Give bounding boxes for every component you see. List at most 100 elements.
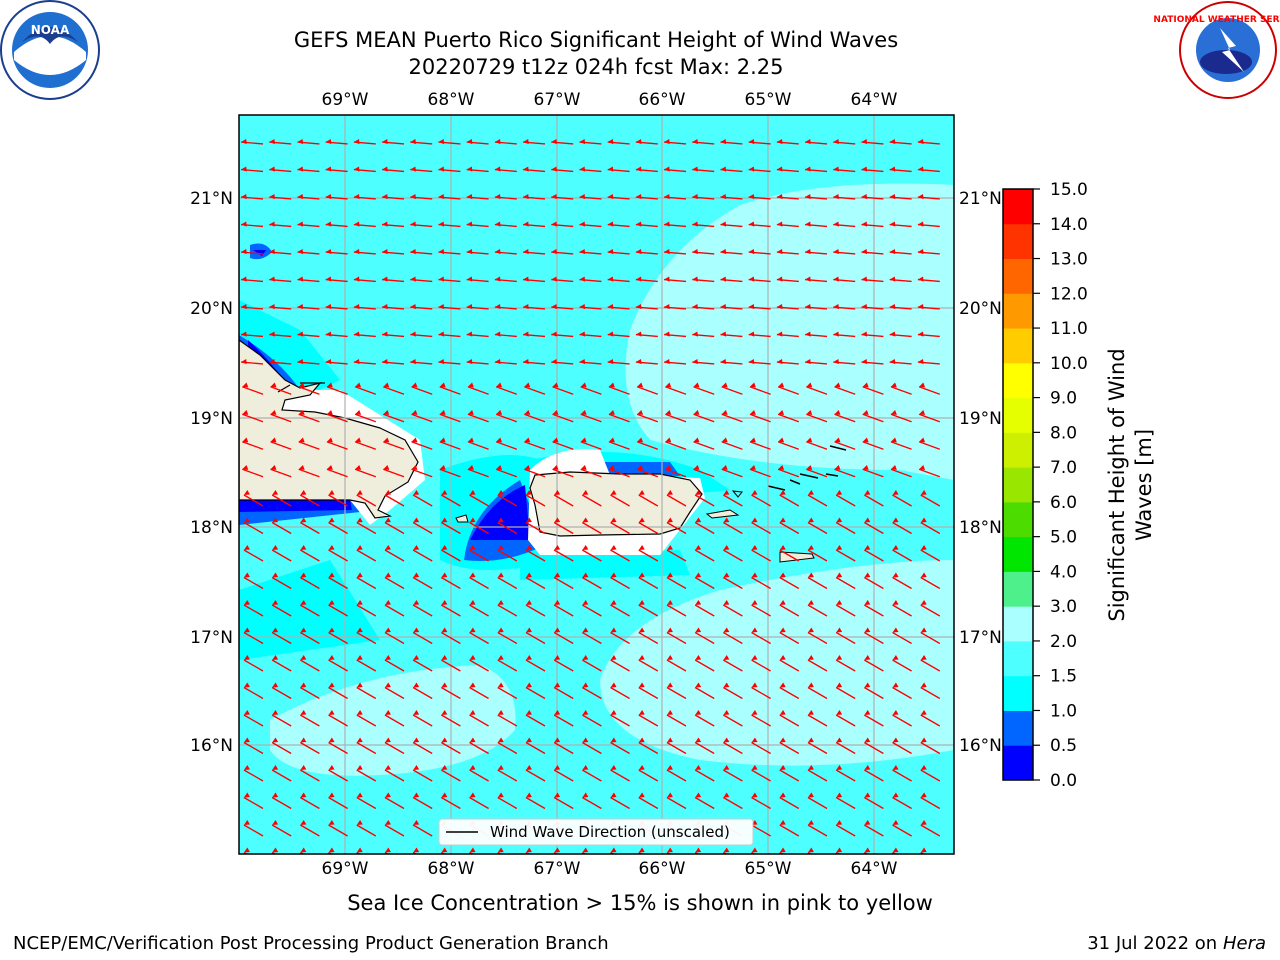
wind-arrow: [693, 464, 715, 478]
wind-arrow: [693, 409, 715, 423]
wind-arrow: [353, 276, 376, 283]
wind-arrow: [582, 545, 602, 562]
wind-arrow: [356, 765, 377, 782]
footer-date-text: 31 Jul 2022 on: [1087, 933, 1223, 954]
wind-arrow: [328, 765, 348, 782]
lat-label-right: 21°N: [959, 189, 1002, 209]
wind-arrow: [438, 276, 461, 283]
wind-arrow: [835, 490, 856, 507]
wind-arrow: [833, 193, 856, 200]
wind-arrow: [354, 382, 377, 395]
footer-branch: NCEP/EMC/Verification Post Processing Pr…: [13, 933, 609, 954]
wind-arrow: [864, 545, 884, 562]
wind-arrow: [300, 545, 320, 562]
wind-arrow: [497, 792, 518, 810]
lat-label-left: 16°N: [190, 736, 233, 756]
wind-arrow: [271, 572, 292, 590]
wind-arrow: [271, 847, 279, 854]
wind-arrow: [356, 655, 377, 672]
wind-arrow: [665, 464, 687, 478]
wind-arrow: [692, 221, 715, 228]
wind-arrow: [382, 193, 405, 200]
wind-arrow: [582, 572, 602, 590]
wind-arrow: [779, 490, 800, 507]
wind-arrow: [889, 248, 912, 255]
wind-arrow: [723, 600, 743, 617]
wind-arrow: [553, 600, 574, 617]
colorbar-swatch: [1003, 710, 1033, 746]
colorbar-swatch: [1003, 536, 1033, 572]
colorbar-tick-label: 7.0: [1050, 458, 1077, 478]
lat-label-left: 20°N: [190, 299, 233, 319]
lon-label-bottom: 67°W: [534, 859, 581, 879]
colorbar-tick-label: 12.0: [1050, 284, 1088, 304]
wind-arrow: [892, 847, 899, 854]
wind-arrow: [920, 792, 941, 810]
lon-label-top: 66°W: [639, 90, 686, 110]
wind-arrow: [751, 517, 771, 535]
wind-arrow: [441, 847, 448, 854]
wind-arrow: [467, 464, 489, 478]
wind-arrow: [467, 437, 489, 450]
footer-date: 31 Jul 2022 on Hera: [1087, 933, 1266, 954]
wind-arrow: [664, 193, 687, 200]
wind-arrow: [664, 331, 687, 338]
wind-arrow: [411, 437, 433, 450]
wind-arrow: [779, 847, 786, 854]
wind-arrow: [892, 545, 912, 562]
wind-arrow: [892, 600, 912, 617]
wind-arrow: [243, 490, 264, 507]
wind-arrow: [580, 464, 602, 478]
colorbar-swatch: [1003, 606, 1033, 642]
wind-arrow: [494, 193, 517, 200]
wind-arrow: [777, 437, 800, 450]
wind-arrow: [638, 517, 659, 535]
wind-arrow: [469, 737, 489, 755]
wind-arrow: [354, 437, 377, 450]
wind-arrow: [441, 737, 461, 755]
wind-arrow: [494, 138, 517, 145]
wind-arrow: [608, 409, 630, 423]
wind-arrow: [466, 166, 489, 173]
wind-arrow: [495, 437, 518, 450]
wind-arrow: [918, 464, 941, 478]
wind-arrow: [553, 765, 574, 782]
wind-arrow: [610, 600, 630, 617]
wind-arrow: [553, 710, 574, 727]
wind-arrow: [607, 358, 630, 365]
lat-label-right: 18°N: [959, 518, 1002, 538]
wind-arrow: [412, 517, 433, 535]
wind-arrow: [469, 765, 489, 782]
wind-arrow: [382, 166, 405, 173]
wind-arrow: [892, 655, 912, 672]
wind-arrow: [805, 303, 828, 310]
wind-arrow: [664, 138, 687, 145]
wind-arrow: [297, 193, 320, 200]
wind-arrow: [271, 655, 292, 672]
wind-arrow: [666, 847, 673, 854]
wind-arrow: [749, 464, 771, 478]
wind-arrow: [580, 382, 602, 395]
wind-arrow: [441, 600, 461, 617]
wind-arrow: [807, 627, 828, 645]
wind-arrow: [635, 331, 658, 338]
wind-arrow: [864, 710, 884, 727]
wind-arrow: [638, 655, 659, 672]
wind-arrow: [552, 409, 574, 423]
wind-arrow: [243, 600, 264, 617]
wind-arrow: [806, 464, 828, 478]
wind-arrow: [864, 490, 884, 507]
wind-arrow: [777, 382, 800, 395]
wind-arrow: [439, 382, 461, 395]
wind-arrow: [806, 409, 828, 423]
wind-arrow: [466, 303, 489, 310]
wind-arrow: [892, 710, 912, 727]
wind-arrow: [635, 358, 658, 365]
wind-arrow: [636, 464, 659, 478]
wind-arrow: [241, 358, 264, 365]
wind-arrow: [494, 303, 517, 310]
wind-arrow: [889, 221, 912, 228]
wind-arrow: [833, 248, 856, 255]
wind-arrow: [635, 303, 658, 310]
land-puerto-rico: [529, 471, 703, 537]
